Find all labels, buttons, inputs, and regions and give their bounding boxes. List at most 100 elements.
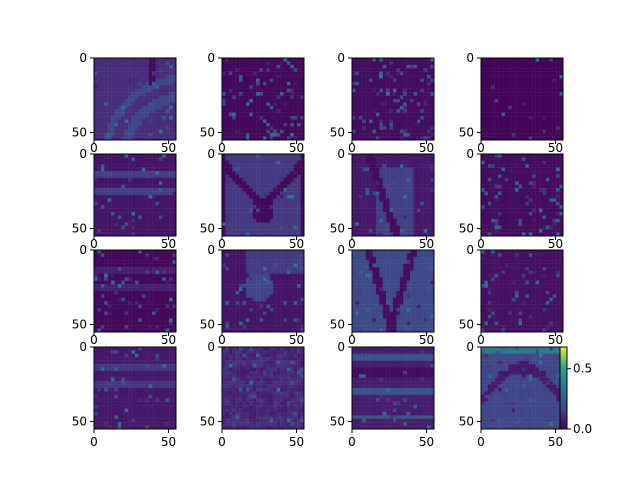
heatmap-cell <box>256 222 260 226</box>
heatmap-cell <box>121 102 125 107</box>
heatmap-cell <box>535 222 540 226</box>
heatmap-cell <box>494 109 499 113</box>
heatmap-cell <box>228 205 233 209</box>
heatmap-cell <box>528 109 533 113</box>
heatmap-cell <box>172 61 177 66</box>
heatmap-cell <box>358 181 363 185</box>
heatmap-cell <box>379 99 383 103</box>
heatmap-cell <box>511 81 516 86</box>
heatmap-cell <box>552 222 557 226</box>
heatmap-cell <box>145 157 149 162</box>
heatmap-cell <box>542 61 547 66</box>
heatmap-cell <box>266 68 271 72</box>
heatmap-cell <box>155 102 160 107</box>
heatmap-cell <box>365 229 370 233</box>
heatmap-cell <box>245 174 250 179</box>
heatmap-cell <box>94 263 98 268</box>
heatmap-cell <box>393 116 397 120</box>
heatmap-cell <box>545 88 550 93</box>
heatmap-cell <box>266 218 271 223</box>
heatmap-cell <box>389 218 394 223</box>
heatmap-cell <box>128 129 132 134</box>
heatmap-cell <box>276 195 281 199</box>
heatmap-cell <box>162 232 166 237</box>
heatmap-cell <box>128 112 132 117</box>
heatmap-cell <box>535 154 540 158</box>
heatmap-cell <box>511 85 516 89</box>
heatmap-cell <box>252 68 257 72</box>
heatmap-cell <box>148 284 153 288</box>
heatmap-cell <box>525 126 530 130</box>
heatmap-cell <box>552 61 557 66</box>
heatmap-cell <box>382 58 387 62</box>
heatmap-cell <box>528 174 533 179</box>
heatmap-cell <box>104 215 108 220</box>
heatmap-cell <box>532 222 536 226</box>
heatmap-cell <box>141 191 146 196</box>
heatmap-cell <box>542 208 547 213</box>
heatmap-cell <box>107 201 112 206</box>
heatmap-cell <box>280 191 284 196</box>
heatmap-cell <box>528 160 533 165</box>
heatmap-cell <box>423 177 428 182</box>
heatmap-cell <box>280 71 284 76</box>
heatmap-cell <box>259 177 264 182</box>
heatmap-cell <box>525 232 530 237</box>
heatmap-cell <box>148 129 153 134</box>
heatmap-cell <box>111 287 115 292</box>
heatmap-cell <box>141 287 146 292</box>
heatmap-cell <box>535 229 540 233</box>
heatmap-cell <box>152 112 156 117</box>
heatmap-cell <box>111 109 115 113</box>
heatmap-cell <box>104 222 108 226</box>
heatmap-cell <box>423 167 428 172</box>
x-tick-label: 0 <box>348 141 356 155</box>
heatmap-cell <box>222 64 226 69</box>
heatmap-cell <box>273 208 277 213</box>
heatmap-cell <box>121 195 125 199</box>
heatmap-cell <box>386 218 390 223</box>
heatmap-cell <box>369 129 373 134</box>
heatmap-cell <box>114 260 119 264</box>
heatmap-cell <box>539 164 543 168</box>
heatmap-cell <box>542 154 547 158</box>
heatmap-cell <box>532 184 536 189</box>
heatmap-cell <box>559 126 564 130</box>
heatmap-cell <box>420 191 424 196</box>
heatmap-cell <box>375 174 380 179</box>
heatmap-cell <box>269 68 274 72</box>
heatmap-cell <box>100 291 105 295</box>
heatmap-cell <box>259 78 264 83</box>
heatmap-cell <box>484 92 489 96</box>
heatmap-cell <box>266 99 271 103</box>
heatmap-cell <box>552 116 557 120</box>
heatmap-cell <box>276 71 281 76</box>
heatmap-cell <box>124 171 129 175</box>
heatmap-cell <box>155 71 160 76</box>
heatmap-cell <box>498 68 502 72</box>
heatmap-cell <box>532 102 536 107</box>
heatmap-cell <box>297 133 301 137</box>
heatmap-cell <box>518 136 523 141</box>
heatmap-cell <box>365 184 370 189</box>
heatmap-cell <box>165 177 170 182</box>
heatmap-cell <box>235 205 240 209</box>
heatmap-cell <box>162 171 166 175</box>
heatmap-cell <box>420 119 424 124</box>
heatmap-cell <box>358 212 363 216</box>
heatmap-cell <box>518 191 523 196</box>
heatmap-cell <box>94 287 98 292</box>
heatmap-cell <box>169 225 173 230</box>
heatmap-cell <box>290 78 294 83</box>
heatmap-cell <box>389 92 394 96</box>
heatmap-cell <box>297 105 301 110</box>
heatmap-cell <box>375 136 380 141</box>
heatmap-cell <box>276 208 281 213</box>
heatmap-cell <box>406 205 411 209</box>
heatmap-cell <box>124 218 129 223</box>
heatmap-cell <box>135 102 139 107</box>
heatmap-cell <box>406 116 411 120</box>
heatmap-cell <box>169 95 173 100</box>
heatmap-cell <box>138 205 143 209</box>
heatmap-cell <box>252 184 257 189</box>
